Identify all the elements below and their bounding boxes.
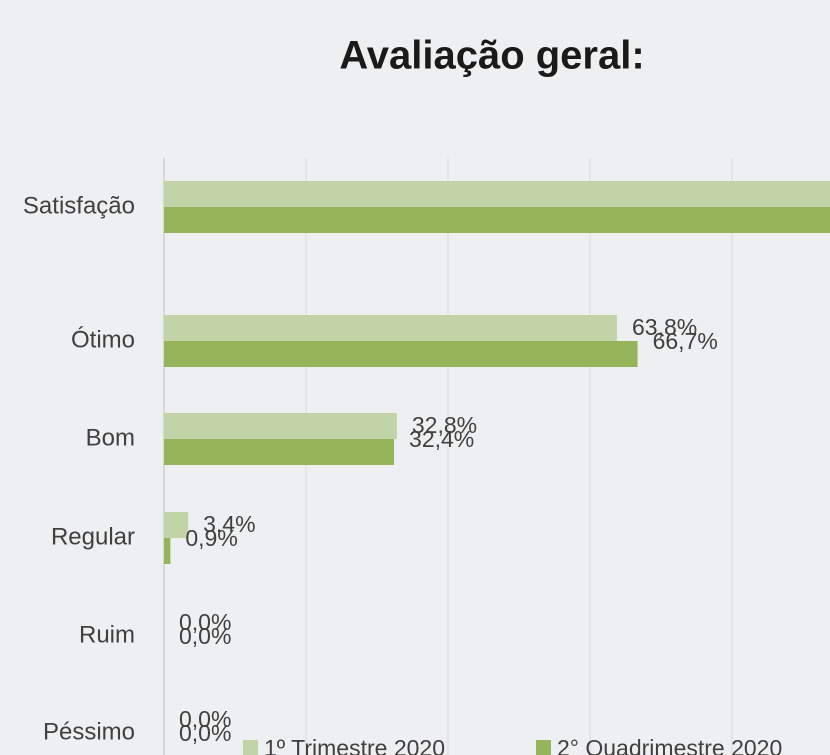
category-label: Bom bbox=[86, 424, 135, 451]
legend-swatch bbox=[536, 740, 551, 755]
category-label: Ruim bbox=[79, 621, 135, 648]
value-label: 0,9% bbox=[185, 525, 237, 551]
value-label: 0,0% bbox=[179, 609, 231, 635]
legend-label: 1º Trimestre 2020 bbox=[264, 735, 445, 755]
bar bbox=[164, 512, 189, 538]
value-label: 63,8% bbox=[632, 314, 697, 340]
legend-label: 2° Quadrimestre 2020 bbox=[557, 735, 782, 755]
bar bbox=[164, 341, 638, 367]
bar bbox=[164, 181, 830, 207]
chart-title: Avaliação geral: bbox=[339, 34, 644, 78]
category-label: Satisfação bbox=[23, 192, 135, 219]
value-label: 0,0% bbox=[179, 706, 231, 732]
bar bbox=[164, 439, 395, 465]
legend-swatch bbox=[243, 740, 258, 755]
value-label: 3,4% bbox=[203, 511, 255, 537]
category-label: Regular bbox=[51, 523, 135, 550]
value-label: 32,4% bbox=[409, 426, 474, 452]
value-label: 0,0% bbox=[179, 720, 231, 746]
value-label: 66,7% bbox=[653, 328, 718, 354]
category-label: Péssimo bbox=[43, 718, 135, 745]
bar bbox=[164, 538, 171, 564]
value-label: 0,0% bbox=[179, 623, 231, 649]
bar bbox=[164, 207, 830, 233]
bar bbox=[164, 413, 397, 439]
category-label: Ótimo bbox=[71, 326, 135, 353]
value-label: 32,8% bbox=[412, 412, 477, 438]
bar bbox=[164, 315, 617, 341]
